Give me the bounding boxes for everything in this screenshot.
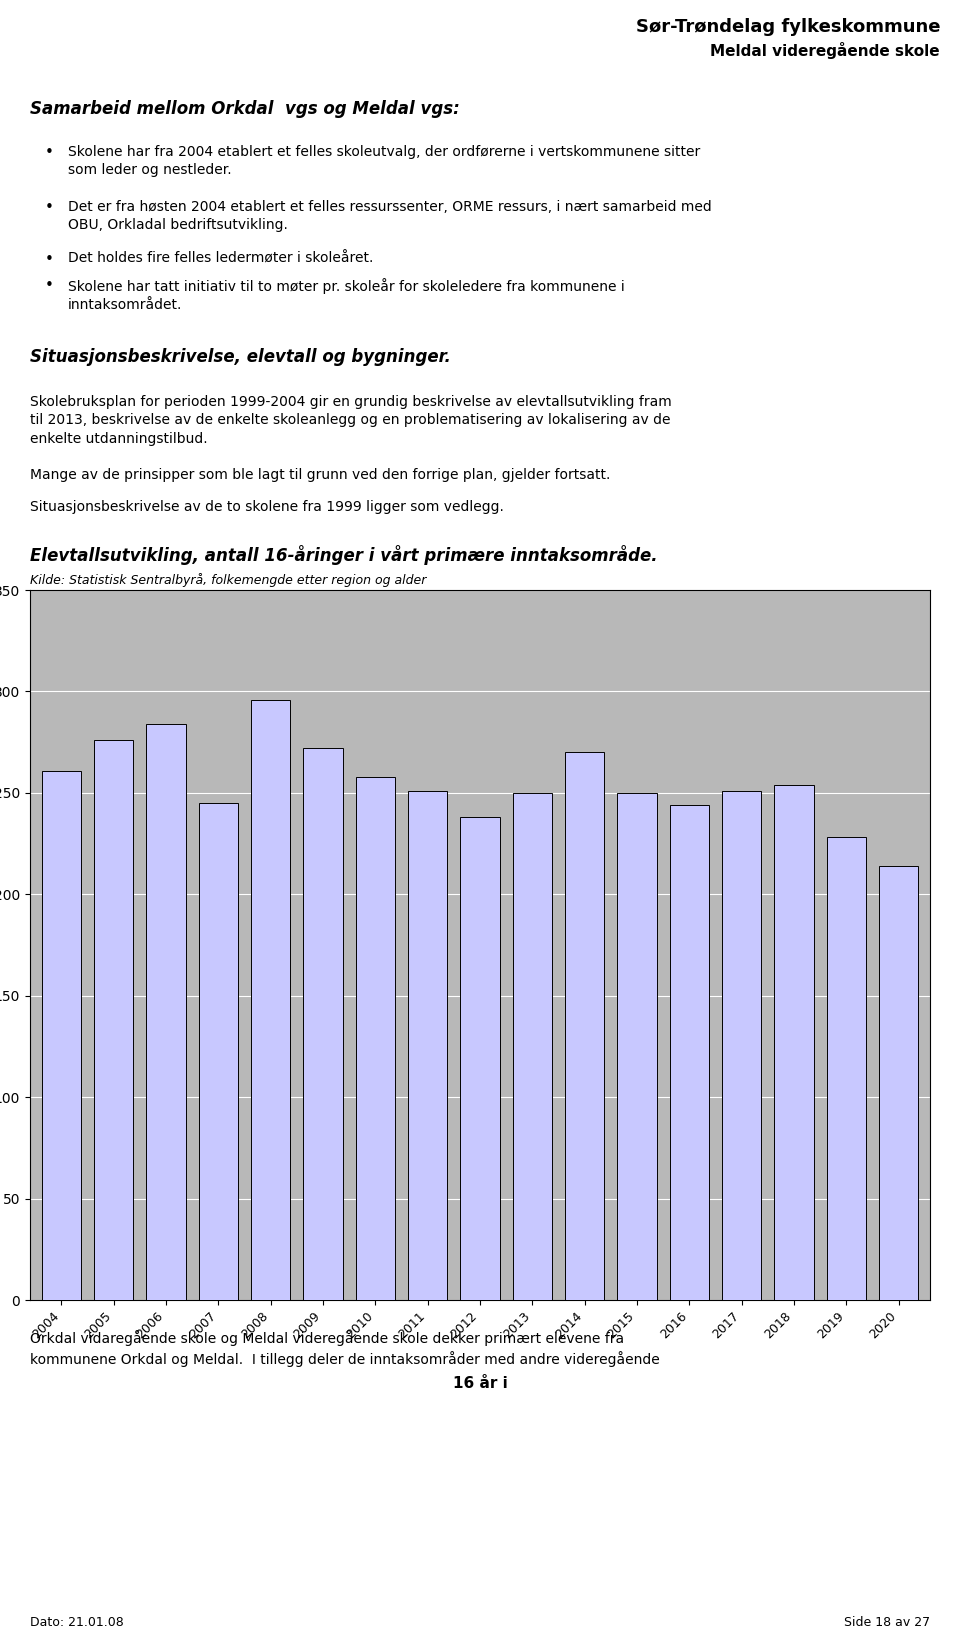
- Bar: [303, 748, 343, 1301]
- Bar: [670, 805, 708, 1301]
- Bar: [147, 723, 185, 1301]
- Text: Det holdes fire felles ledermøter i skoleåret.: Det holdes fire felles ledermøter i skol…: [68, 252, 373, 267]
- Bar: [94, 739, 133, 1301]
- Text: Meldal videregående skole: Meldal videregående skole: [710, 43, 940, 59]
- Text: Dato: 21.01.08: Dato: 21.01.08: [30, 1616, 124, 1629]
- X-axis label: 16 år i: 16 år i: [452, 1376, 508, 1391]
- Text: Skolebruksplan for perioden 1999-2004 gir en grundig beskrivelse av elevtallsutv: Skolebruksplan for perioden 1999-2004 gi…: [30, 394, 672, 445]
- Text: Kilde: Statistisk Sentralbyrå, folkemengde etter region og alder: Kilde: Statistisk Sentralbyrå, folkemeng…: [30, 573, 426, 587]
- Text: •: •: [45, 252, 54, 267]
- Bar: [775, 785, 813, 1301]
- Text: Samarbeid mellom Orkdal  vgs og Meldal vgs:: Samarbeid mellom Orkdal vgs og Meldal vg…: [30, 100, 460, 118]
- Text: Sør-Trøndelag fylkeskommune: Sør-Trøndelag fylkeskommune: [636, 18, 940, 36]
- Text: Orkdal vidaregående skole og Meldal videregående skole dekker primært elevene fr: Orkdal vidaregående skole og Meldal vide…: [30, 1330, 660, 1368]
- Bar: [199, 803, 238, 1301]
- Bar: [461, 818, 499, 1301]
- Bar: [617, 793, 657, 1301]
- Text: •: •: [45, 278, 54, 293]
- Bar: [252, 700, 290, 1301]
- Text: Skolene har tatt initiativ til to møter pr. skoleår for skoleledere fra kommunen: Skolene har tatt initiativ til to møter …: [68, 278, 625, 312]
- Text: Mange av de prinsipper som ble lagt til grunn ved den forrige plan, gjelder fort: Mange av de prinsipper som ble lagt til …: [30, 468, 611, 483]
- Text: Situasjonsbeskrivelse av de to skolene fra 1999 ligger som vedlegg.: Situasjonsbeskrivelse av de to skolene f…: [30, 501, 504, 514]
- Text: Side 18 av 27: Side 18 av 27: [844, 1616, 930, 1629]
- Text: Det er fra høsten 2004 etablert et felles ressurssenter, ORME ressurs, i nært sa: Det er fra høsten 2004 etablert et felle…: [68, 200, 711, 232]
- Bar: [408, 790, 447, 1301]
- Bar: [879, 865, 918, 1301]
- Bar: [356, 777, 395, 1301]
- Text: •: •: [45, 146, 54, 160]
- Text: Situasjonsbeskrivelse, elevtall og bygninger.: Situasjonsbeskrivelse, elevtall og bygni…: [30, 348, 451, 366]
- Bar: [827, 838, 866, 1301]
- Text: Skolene har fra 2004 etablert et felles skoleutvalg, der ordførerne i vertskommu: Skolene har fra 2004 etablert et felles …: [68, 146, 700, 177]
- Bar: [565, 753, 604, 1301]
- Bar: [513, 793, 552, 1301]
- Text: Elevtallsutvikling, antall 16-åringer i vårt primære inntaksområde.: Elevtallsutvikling, antall 16-åringer i …: [30, 545, 658, 564]
- Text: •: •: [45, 200, 54, 214]
- Bar: [42, 771, 81, 1301]
- Bar: [722, 790, 761, 1301]
